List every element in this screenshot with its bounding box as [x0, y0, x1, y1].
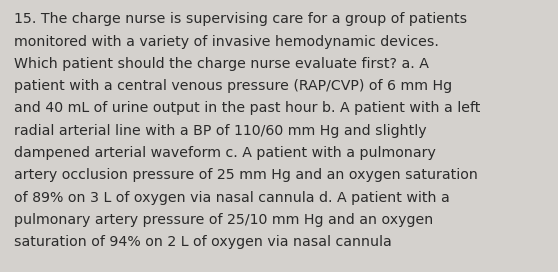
Text: artery occlusion pressure of 25 mm Hg and an oxygen saturation: artery occlusion pressure of 25 mm Hg an…	[14, 168, 478, 182]
Text: and 40 mL of urine output in the past hour b. A patient with a left: and 40 mL of urine output in the past ho…	[14, 101, 480, 115]
Text: Which patient should the charge nurse evaluate first? a. A: Which patient should the charge nurse ev…	[14, 57, 429, 71]
Text: monitored with a variety of invasive hemodynamic devices.: monitored with a variety of invasive hem…	[14, 35, 439, 48]
Text: dampened arterial waveform c. A patient with a pulmonary: dampened arterial waveform c. A patient …	[14, 146, 436, 160]
Text: pulmonary artery pressure of 25/10 mm Hg and an oxygen: pulmonary artery pressure of 25/10 mm Hg…	[14, 213, 433, 227]
Text: of 89% on 3 L of oxygen via nasal cannula d. A patient with a: of 89% on 3 L of oxygen via nasal cannul…	[14, 191, 450, 205]
Text: patient with a central venous pressure (RAP/CVP) of 6 mm Hg: patient with a central venous pressure (…	[14, 79, 452, 93]
Text: radial arterial line with a BP of 110/60 mm Hg and slightly: radial arterial line with a BP of 110/60…	[14, 124, 426, 138]
Text: 15. The charge nurse is supervising care for a group of patients: 15. The charge nurse is supervising care…	[14, 12, 467, 26]
Text: saturation of 94% on 2 L of oxygen via nasal cannula: saturation of 94% on 2 L of oxygen via n…	[14, 235, 392, 249]
